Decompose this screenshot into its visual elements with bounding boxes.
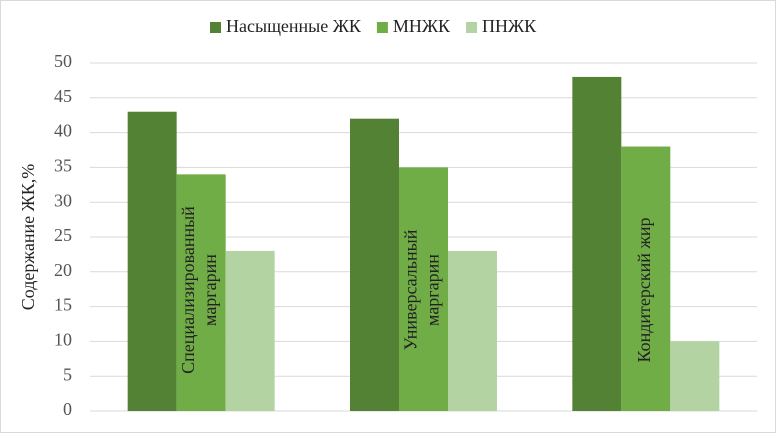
category-label-line: Кондитерский жир xyxy=(634,218,654,363)
legend-label: Насыщенные ЖК xyxy=(226,16,362,36)
legend-label: МНЖК xyxy=(393,16,451,36)
bar xyxy=(176,174,226,411)
bar xyxy=(127,111,177,411)
bar xyxy=(448,250,497,411)
bar xyxy=(572,76,622,412)
category-label-line: маргарин xyxy=(200,254,220,326)
bar xyxy=(350,118,399,412)
y-tick-label: 30 xyxy=(54,190,72,210)
bar xyxy=(621,146,671,411)
category-label-line: Специализированный xyxy=(178,206,198,374)
y-axis-label: Содержание ЖК,% xyxy=(18,164,38,310)
bar xyxy=(399,167,448,411)
y-tick-label: 50 xyxy=(54,51,72,71)
y-tick-label: 45 xyxy=(54,86,72,106)
category-label-line: маргарин xyxy=(423,254,443,326)
category-label-line: Универсальный xyxy=(401,229,421,350)
y-tick-label: 0 xyxy=(63,399,72,419)
category-label: Специализированный маргарин xyxy=(178,206,220,374)
category-label: Универсальный маргарин xyxy=(401,229,443,350)
y-tick-label: 20 xyxy=(54,260,72,280)
y-tick-label: 35 xyxy=(54,156,72,176)
legend-swatch xyxy=(210,22,221,33)
y-tick-label: 25 xyxy=(54,225,72,245)
y-tick-label: 40 xyxy=(54,121,72,141)
bar xyxy=(670,341,720,411)
y-tick-label: 10 xyxy=(54,330,72,350)
y-tick-label: 15 xyxy=(54,295,72,315)
legend-swatch xyxy=(376,22,388,33)
y-tick-label: 5 xyxy=(63,364,72,384)
category-label: Кондитерский жир xyxy=(634,218,654,363)
legend-label: ПНЖК xyxy=(482,16,537,36)
bar xyxy=(225,250,275,411)
legend-swatch xyxy=(466,22,478,33)
